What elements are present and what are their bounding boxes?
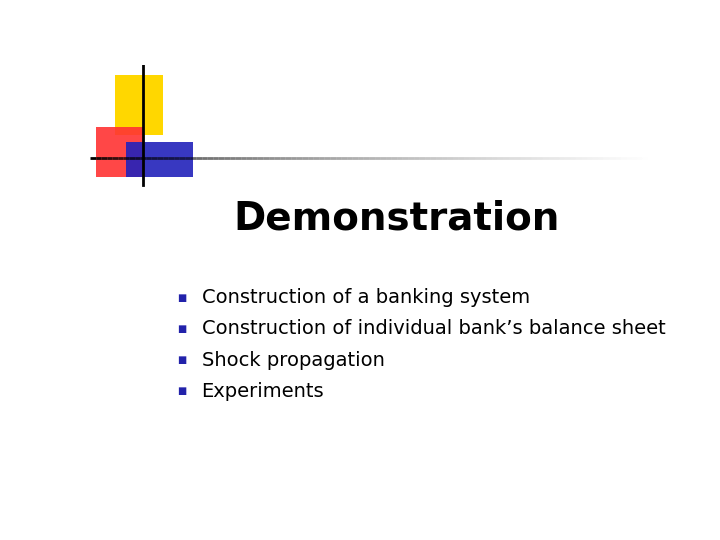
Text: Shock propagation: Shock propagation: [202, 350, 384, 369]
Bar: [96, 127, 143, 177]
Bar: [115, 75, 163, 136]
Text: Experiments: Experiments: [202, 382, 324, 401]
Text: ■: ■: [177, 293, 186, 302]
Bar: [126, 141, 193, 177]
Text: Demonstration: Demonstration: [234, 200, 560, 238]
Text: Construction of a banking system: Construction of a banking system: [202, 288, 530, 307]
Text: ■: ■: [177, 355, 186, 365]
Text: ■: ■: [177, 324, 186, 334]
Text: Construction of individual bank’s balance sheet: Construction of individual bank’s balanc…: [202, 319, 665, 339]
Text: ■: ■: [177, 386, 186, 396]
